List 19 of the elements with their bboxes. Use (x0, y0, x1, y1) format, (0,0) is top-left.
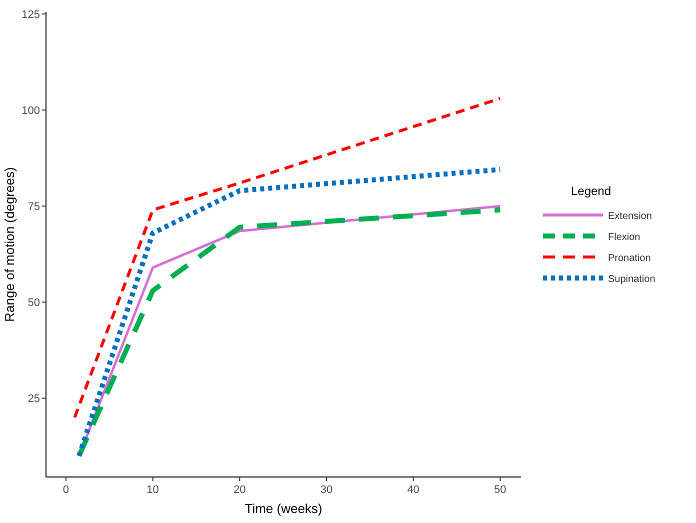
legend-label: Extension (608, 211, 652, 222)
y-tick-label: 25 (28, 393, 40, 406)
legend-label: Flexion (608, 232, 640, 243)
y-axis-title: Range of motion (degrees) (2, 167, 17, 322)
y-tick-label: 75 (28, 201, 40, 214)
line-series (73, 96, 502, 419)
y-tick-label: 50 (28, 297, 40, 310)
legend-label: Pronation (608, 253, 651, 264)
x-tick-label: 30 (320, 484, 333, 496)
x-axis-title: Time (weeks) (244, 501, 322, 516)
x-tick-label: 10 (146, 484, 159, 496)
x-tick-label: 50 (494, 484, 506, 496)
y-tick-label: 125 (22, 8, 40, 21)
y-tick-label: 100 (22, 104, 40, 117)
legend-title: Legend (570, 184, 612, 198)
x-tick-label: 40 (407, 484, 420, 496)
legend-label: Supination (608, 274, 656, 285)
x-tick-label: 20 (234, 484, 246, 496)
x-tick-label: 0 (62, 484, 70, 496)
